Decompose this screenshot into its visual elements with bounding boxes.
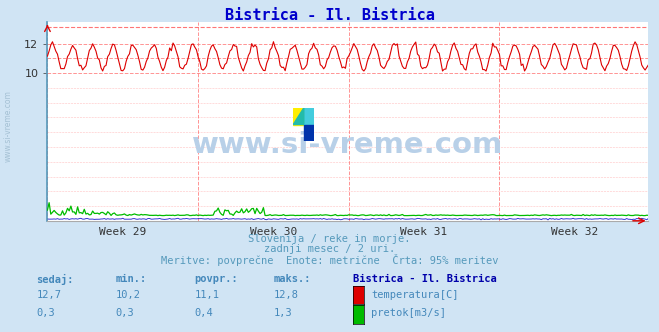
Text: Bistrica - Il. Bistrica: Bistrica - Il. Bistrica — [353, 274, 496, 284]
Bar — [293, 108, 304, 124]
Text: 0,3: 0,3 — [36, 308, 55, 318]
Text: povpr.:: povpr.: — [194, 274, 238, 284]
Text: Slovenija / reke in morje.: Slovenija / reke in morje. — [248, 234, 411, 244]
Text: min.:: min.: — [115, 274, 146, 284]
Text: 12,8: 12,8 — [273, 290, 299, 299]
Text: 0,3: 0,3 — [115, 308, 134, 318]
Bar — [304, 124, 314, 141]
Text: temperatura[C]: temperatura[C] — [371, 290, 459, 299]
Text: www.si-vreme.com: www.si-vreme.com — [3, 90, 13, 162]
Text: maks.:: maks.: — [273, 274, 311, 284]
Text: zadnji mesec / 2 uri.: zadnji mesec / 2 uri. — [264, 244, 395, 254]
Text: 11,1: 11,1 — [194, 290, 219, 299]
Text: 12,7: 12,7 — [36, 290, 61, 299]
Text: Meritve: povprečne  Enote: metrične  Črta: 95% meritev: Meritve: povprečne Enote: metrične Črta:… — [161, 254, 498, 266]
Text: Week 30: Week 30 — [250, 227, 297, 237]
Bar — [304, 108, 314, 124]
Text: www.si-vreme.com: www.si-vreme.com — [192, 131, 503, 159]
Polygon shape — [293, 108, 304, 124]
Text: Week 29: Week 29 — [99, 227, 146, 237]
Text: Week 32: Week 32 — [551, 227, 598, 237]
Text: Week 31: Week 31 — [401, 227, 447, 237]
Text: 0,4: 0,4 — [194, 308, 213, 318]
Text: 1,3: 1,3 — [273, 308, 292, 318]
Text: sedaj:: sedaj: — [36, 274, 74, 285]
Text: Bistrica - Il. Bistrica: Bistrica - Il. Bistrica — [225, 8, 434, 23]
Text: 10,2: 10,2 — [115, 290, 140, 299]
Text: pretok[m3/s]: pretok[m3/s] — [371, 308, 446, 318]
